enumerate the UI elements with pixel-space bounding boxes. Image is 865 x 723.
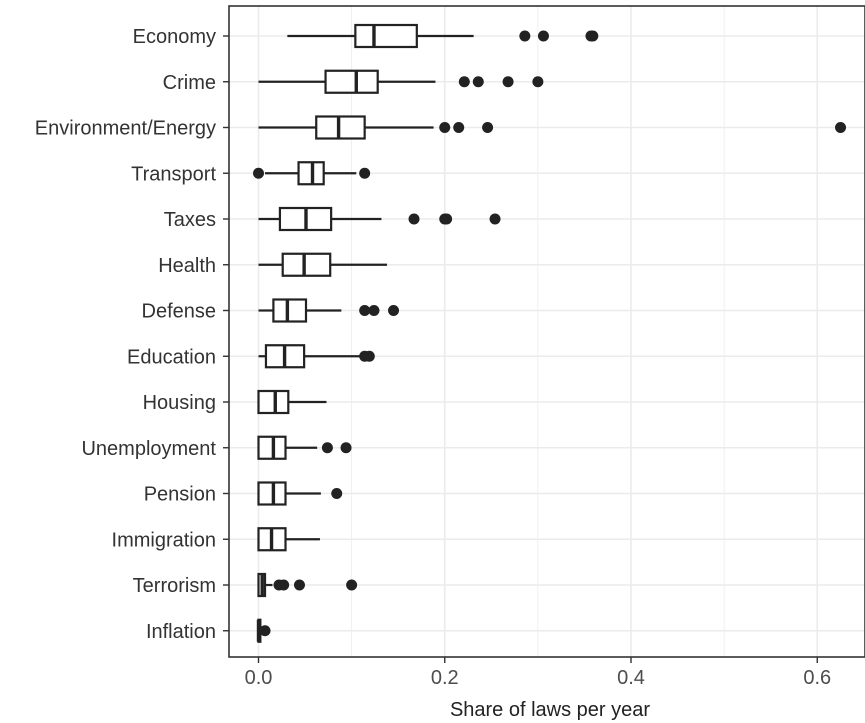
outlier-point <box>259 625 271 637</box>
y-tick-label: Health <box>158 255 216 277</box>
boxes <box>253 23 847 643</box>
outlier-point <box>253 167 264 179</box>
y-tick-label: Unemployment <box>81 438 216 460</box>
y-tick-label: Education <box>127 346 216 368</box>
plot-background <box>229 6 865 657</box>
box-group <box>257 527 320 552</box>
outlier-point <box>458 76 470 88</box>
outlier-point <box>453 122 465 133</box>
y-tick-label: Pension <box>144 484 216 506</box>
outlier-point <box>472 76 484 88</box>
x-tick-label: 0.4 <box>617 667 645 689</box>
outlier-point <box>482 122 494 133</box>
outlier-point <box>359 167 371 179</box>
x-tick-label: 0.6 <box>803 667 831 689</box>
box-iqr <box>315 115 366 140</box>
box-iqr <box>324 69 379 94</box>
outlier-point <box>532 76 544 88</box>
outlier-point <box>537 30 549 42</box>
outlier-point <box>278 579 290 591</box>
outlier-point <box>439 122 451 133</box>
axes: Economy Crime Environment/Energy Transport T… <box>35 5 865 689</box>
outlier-point <box>441 213 453 225</box>
y-tick-label: Transport <box>131 163 216 185</box>
box-group <box>258 344 375 369</box>
outlier-point <box>519 30 531 42</box>
outlier-point <box>359 305 371 316</box>
y-tick-label: Housing <box>143 392 216 414</box>
outlier-point <box>502 76 514 88</box>
plot-frame <box>228 5 865 658</box>
outlier-point <box>363 350 375 362</box>
outlier-point <box>587 30 599 42</box>
box-iqr <box>257 389 290 415</box>
y-tick-label: Crime <box>163 72 216 94</box>
box-group <box>287 23 599 49</box>
y-tick-label: Environment/Energy <box>35 118 216 140</box>
y-tick-label: Immigration <box>112 529 216 551</box>
box-group <box>258 252 388 277</box>
x-tick-label: 0.0 <box>245 667 273 689</box>
outlier-point <box>340 442 352 454</box>
outlier-point <box>331 488 343 499</box>
box-group <box>257 572 358 598</box>
outlier-point <box>321 442 333 454</box>
outlier-point <box>388 305 400 316</box>
outlier-point <box>346 579 358 591</box>
y-tick-label: Terrorism <box>133 575 216 597</box>
y-tick-label: Defense <box>142 301 217 323</box>
box-group <box>258 298 400 323</box>
x-tick-label: 0.2 <box>431 667 459 689</box>
box-group <box>257 481 343 506</box>
outlier-point <box>835 122 847 133</box>
x-axis-title: Share of laws per year <box>450 699 650 721</box>
y-tick-label: Taxes <box>164 209 216 231</box>
y-tick-label: Inflation <box>146 621 216 643</box>
box-group <box>256 618 271 643</box>
box-group <box>258 206 501 232</box>
outlier-point <box>408 213 420 225</box>
box-group <box>257 435 352 460</box>
y-tick-label: Economy <box>133 26 216 48</box>
box-iqr <box>281 252 332 277</box>
outlier-point <box>293 579 305 591</box>
box-group <box>257 389 327 415</box>
outlier-point <box>489 213 501 225</box>
box-group <box>258 69 544 94</box>
box-iqr <box>354 23 418 49</box>
outlier-point <box>368 305 380 316</box>
box-group <box>258 115 847 140</box>
box-iqr <box>272 298 308 323</box>
box-group <box>253 161 371 186</box>
